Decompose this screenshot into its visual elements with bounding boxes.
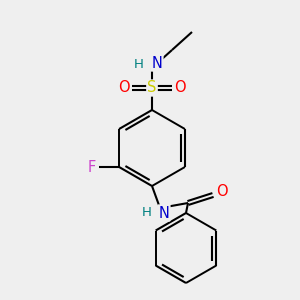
Text: O: O (216, 184, 228, 200)
Text: H: H (142, 206, 152, 220)
Text: N: N (159, 206, 170, 220)
Text: F: F (88, 160, 96, 175)
Text: O: O (118, 80, 130, 95)
Text: H: H (134, 58, 144, 71)
Text: N: N (152, 56, 162, 70)
Text: O: O (174, 80, 186, 95)
Text: S: S (147, 80, 157, 95)
